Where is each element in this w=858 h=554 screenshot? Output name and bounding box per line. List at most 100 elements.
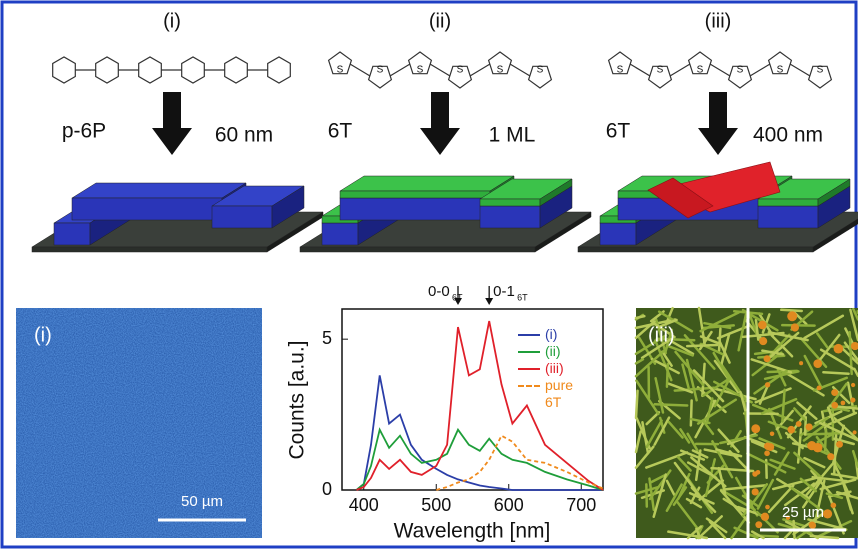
crystallite [761,513,769,521]
benzene-ring [268,57,291,83]
x-tick-label: 700 [566,495,596,515]
left-text: 6T [606,120,631,143]
block-front [578,247,813,252]
bond [390,64,410,76]
crystallite [813,359,822,368]
legend-entry: pure 6T [518,377,585,411]
annotation-subscript: 6T [452,292,463,302]
crystallite [755,521,762,528]
fiber [825,429,826,450]
figure: SSSSSSSSSSSS(i)p-6P60 nm(ii)6T1 ML(iii)6… [0,0,858,549]
block-top [340,176,514,191]
bond [670,64,690,76]
block-front [340,198,490,220]
benzene-ring [182,57,205,83]
fiber [667,364,668,387]
block-front [758,199,818,206]
y-tick-label: 5 [322,328,332,348]
block-front [600,223,636,245]
legend-swatch [518,368,540,370]
panel-label: (iii) [705,10,732,32]
atom-label: S [737,65,744,76]
atom-label: S [697,65,704,76]
left-text: p-6P [62,120,106,143]
crystallite [834,344,844,354]
benzene-ring [96,57,119,83]
crystallite [851,383,855,387]
fiber [749,535,778,536]
bond [430,64,450,76]
legend-label: (i) [545,326,585,343]
micrograph-label: (iii) [648,324,675,346]
crystallite [827,453,834,460]
crystallite [764,355,771,362]
atom-label: S [377,65,384,76]
crystallite [787,426,795,434]
scale-bar-label: 25 µm [782,504,824,521]
right-text: 400 nm [753,124,823,147]
y-tick-label: 0 [322,479,332,499]
crystallite [831,389,838,396]
block-front [480,206,540,228]
x-tick-label: 400 [349,495,379,515]
scale-bar-label: 50 µm [181,493,223,510]
crystallite [823,509,832,518]
atom-label: S [817,65,824,76]
x-tick-label: 500 [421,495,451,515]
atom-label: S [657,65,664,76]
crystallite [752,471,758,477]
crystallite [765,382,770,387]
left-text: 6T [328,120,353,143]
block-front [54,223,90,245]
crystallite [853,430,857,434]
crystallite [831,402,838,409]
legend-entry: (ii) [518,343,585,360]
legend-entry: (i) [518,326,585,343]
crystallite [787,311,797,321]
block-front [758,206,818,228]
x-axis-label: Wavelength [nm] [394,520,551,543]
micrograph-texture [16,308,262,538]
legend-label: (ii) [545,343,585,360]
legend-swatch [518,385,540,387]
crystallite [751,424,760,433]
atom-label: S [617,65,624,76]
fiber [781,310,801,311]
legend-label: (iii) [545,360,585,377]
crystallite [796,421,802,427]
crystallite [791,323,799,331]
bond [790,64,810,76]
crystallite [841,401,846,406]
atom-label: S [537,65,544,76]
crystallite [809,522,816,529]
series-line [357,430,604,490]
legend-swatch [518,351,540,353]
annotation-subscript: 6T [517,292,528,302]
y-axis-label: Counts [a.u.] [286,340,309,459]
block-front [300,247,535,252]
crystallite [765,505,770,510]
bond [510,64,530,76]
crystallite [817,385,822,390]
crystallite [850,397,855,402]
annotation-label: 0-0 [428,283,450,300]
page: SSSSSSSSSSSS(i)p-6P60 nm(ii)6T1 ML(iii)6… [0,0,858,549]
crystallite [807,441,816,450]
right-text: 60 nm [215,124,273,147]
bond [750,64,770,76]
bond [630,64,650,76]
crystallite [770,431,775,436]
crystallite [752,488,759,495]
right-text: 1 ML [489,124,536,147]
atom-label: S [337,65,344,76]
block-front [480,199,540,206]
arrow [420,92,460,155]
crystallite [805,423,812,430]
fiber [719,329,720,351]
panel-label: (i) [163,10,181,32]
crystallite [799,361,803,365]
crystallite [831,502,837,508]
fiber [636,391,638,418]
